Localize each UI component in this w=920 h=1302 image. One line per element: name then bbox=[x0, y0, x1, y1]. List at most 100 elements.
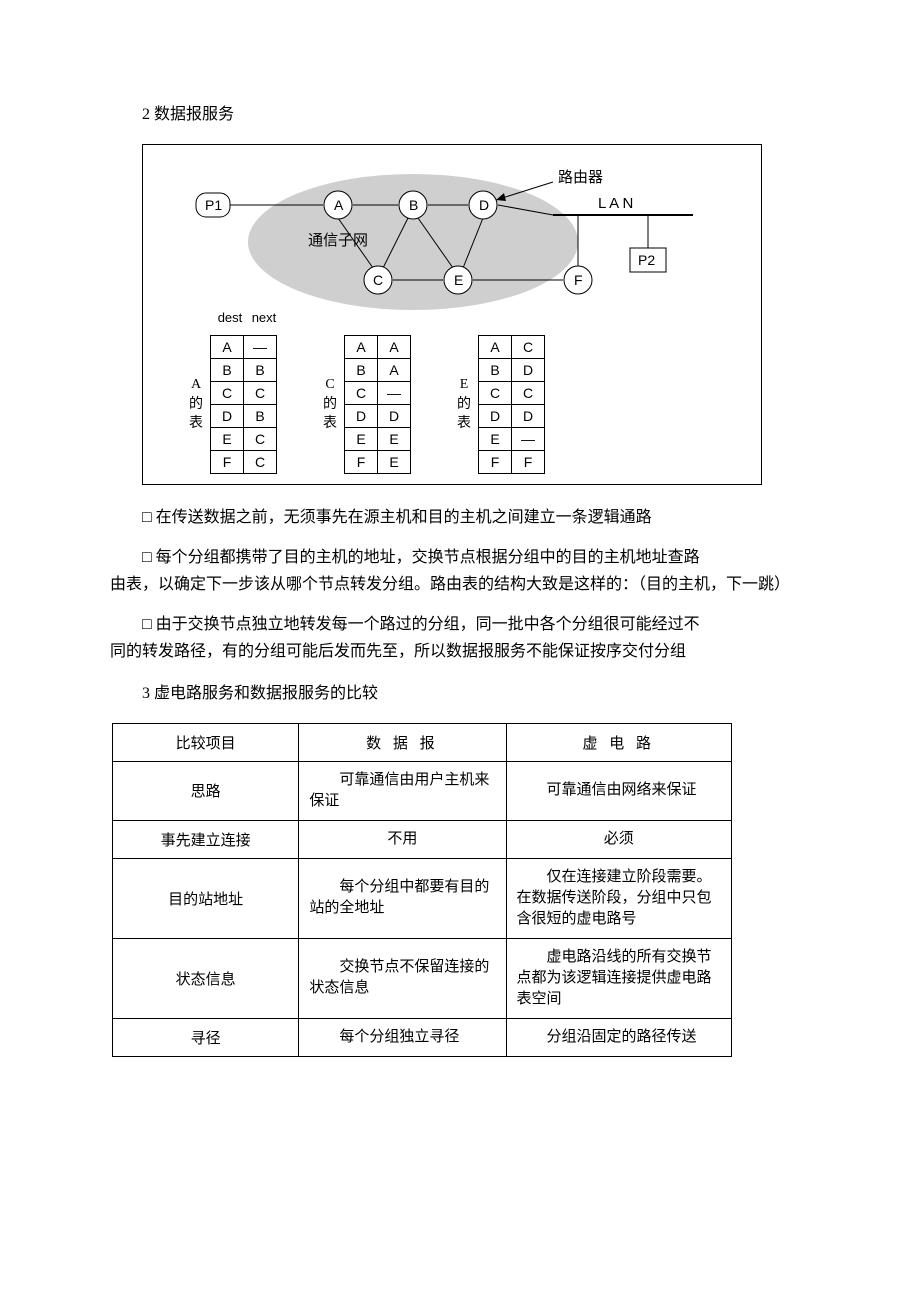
table-cell: F bbox=[512, 451, 545, 474]
section3-heading: 3 虚电路服务和数据报服务的比较 bbox=[110, 679, 810, 703]
table-cell: D bbox=[211, 405, 244, 428]
table-cell: 可靠通信由用户主机来保证 bbox=[299, 761, 506, 820]
table-row: 思路可靠通信由用户主机来保证可靠通信由网络来保证 bbox=[113, 761, 732, 820]
node-p1-label: P1 bbox=[205, 197, 222, 213]
table-cell: 仅在连接建立阶段需要。在数据传送阶段，分组中只包含很短的虚电路号 bbox=[506, 858, 731, 938]
table-row: CC bbox=[479, 382, 545, 405]
section2-heading: 2 数据报服务 bbox=[110, 100, 810, 124]
table-cell: A bbox=[345, 336, 378, 359]
table-cell: B bbox=[211, 359, 244, 382]
table-cell: B bbox=[479, 359, 512, 382]
para-3b: 同的转发路径，有的分组可能后发而先至，所以数据报服务不能保证按序交付分组 bbox=[110, 639, 810, 665]
table-cell: D bbox=[479, 405, 512, 428]
table-row: DB bbox=[211, 405, 277, 428]
table-row: EC bbox=[211, 428, 277, 451]
table-cell: C bbox=[244, 451, 277, 474]
table-row: BB bbox=[211, 359, 277, 382]
comparison-table: 比较项目 数 据 报 虚 电 路 思路可靠通信由用户主机来保证可靠通信由网络来保… bbox=[112, 723, 732, 1057]
node-f-label: F bbox=[574, 272, 583, 288]
para-1: □ 在传送数据之前，无须事先在源主机和目的主机之间建立一条逻辑通路 bbox=[110, 505, 810, 531]
table-cell: D bbox=[345, 405, 378, 428]
rt-header-next: next bbox=[247, 310, 281, 325]
table-cell: A bbox=[378, 336, 411, 359]
table-cell: B bbox=[345, 359, 378, 382]
table-row: BD bbox=[479, 359, 545, 382]
table-row: DD bbox=[345, 405, 411, 428]
para-2b: 由表，以确定下一步该从哪个节点转发分组。路由表的结构大致是这样的：（目的主机，下… bbox=[110, 572, 810, 598]
table-cell: C bbox=[211, 382, 244, 405]
node-b-label: B bbox=[409, 197, 418, 213]
table-row: BA bbox=[345, 359, 411, 382]
lan-label: L A N bbox=[598, 195, 633, 212]
routing-table-block: C的表AABAC—DDEEFE bbox=[322, 335, 411, 474]
routing-table-label: E的表 bbox=[456, 375, 472, 434]
table-cell: C bbox=[244, 428, 277, 451]
table-row: 状态信息交换节点不保留连接的状态信息虚电路沿线的所有交换节点都为该逻辑连接提供虚… bbox=[113, 938, 732, 1018]
table-cell: 虚电路沿线的所有交换节点都为该逻辑连接提供虚电路表空间 bbox=[506, 938, 731, 1018]
routing-table-block: E的表ACBDCCDDE—FF bbox=[456, 335, 545, 474]
node-d-label: D bbox=[479, 197, 489, 213]
routing-table: ACBDCCDDE—FF bbox=[478, 335, 545, 474]
table-cell: 寻径 bbox=[113, 1018, 299, 1056]
table-row: FE bbox=[345, 451, 411, 474]
table-cell: D bbox=[378, 405, 411, 428]
table-row: AC bbox=[479, 336, 545, 359]
table-cell: 交换节点不保留连接的状态信息 bbox=[299, 938, 506, 1018]
table-cell: C bbox=[244, 382, 277, 405]
table-cell: E bbox=[378, 428, 411, 451]
table-cell: 不用 bbox=[299, 820, 506, 858]
table-row: C— bbox=[345, 382, 411, 405]
table-cell: 可靠通信由网络来保证 bbox=[506, 761, 731, 820]
th-col1: 比较项目 bbox=[113, 723, 299, 761]
table-cell: D bbox=[512, 359, 545, 382]
table-cell: 事先建立连接 bbox=[113, 820, 299, 858]
table-cell: 每个分组独立寻径 bbox=[299, 1018, 506, 1056]
subnet-label: 通信子网 bbox=[308, 232, 368, 249]
table-cell: C bbox=[479, 382, 512, 405]
routing-table-label: C的表 bbox=[322, 375, 338, 434]
table-cell: C bbox=[512, 382, 545, 405]
table-row: 目的站地址每个分组中都要有目的站的全地址仅在连接建立阶段需要。在数据传送阶段，分… bbox=[113, 858, 732, 938]
network-diagram-box: 通信子网 路由器 L A N bbox=[142, 144, 762, 485]
node-p2-label: P2 bbox=[638, 252, 655, 268]
document-page: 2 数据报服务 通信子网 路由器 L A N bbox=[0, 0, 920, 1117]
table-cell: F bbox=[479, 451, 512, 474]
table-row: AA bbox=[345, 336, 411, 359]
table-row: FF bbox=[479, 451, 545, 474]
table-cell: A bbox=[479, 336, 512, 359]
th-col2: 数 据 报 bbox=[299, 723, 506, 761]
table-cell: F bbox=[345, 451, 378, 474]
th-col3: 虚 电 路 bbox=[506, 723, 731, 761]
table-cell: E bbox=[479, 428, 512, 451]
table-header-row: 比较项目 数 据 报 虚 电 路 bbox=[113, 723, 732, 761]
table-row: FC bbox=[211, 451, 277, 474]
para-3a: □ 由于交换节点独立地转发每一个路过的分组，同一批中各个分组很可能经过不 bbox=[110, 612, 810, 638]
table-row: DD bbox=[479, 405, 545, 428]
table-cell: 必须 bbox=[506, 820, 731, 858]
table-cell: 每个分组中都要有目的站的全地址 bbox=[299, 858, 506, 938]
table-cell: E bbox=[211, 428, 244, 451]
table-cell: 分组沿固定的路径传送 bbox=[506, 1018, 731, 1056]
rt-header-dest: dest bbox=[213, 310, 247, 325]
table-cell: E bbox=[378, 451, 411, 474]
table-row: 事先建立连接不用必须 bbox=[113, 820, 732, 858]
table-row: E— bbox=[479, 428, 545, 451]
table-cell: B bbox=[244, 359, 277, 382]
routing-table-label: A的表 bbox=[188, 375, 204, 434]
routing-tables-row: dest next A的表A—BBCCDBECFCC的表AABAC—DDEEFE… bbox=[158, 310, 746, 474]
node-a-label: A bbox=[334, 197, 344, 213]
table-cell: A bbox=[378, 359, 411, 382]
network-diagram-svg: 通信子网 路由器 L A N bbox=[158, 160, 738, 310]
routing-table-block: A的表A—BBCCDBECFC bbox=[188, 335, 277, 474]
table-row: A— bbox=[211, 336, 277, 359]
table-cell: F bbox=[211, 451, 244, 474]
table-cell: — bbox=[244, 336, 277, 359]
table-cell: 目的站地址 bbox=[113, 858, 299, 938]
node-c-label: C bbox=[373, 272, 383, 288]
table-cell: D bbox=[512, 405, 545, 428]
table-cell: 状态信息 bbox=[113, 938, 299, 1018]
router-label: 路由器 bbox=[558, 169, 603, 186]
table-row: EE bbox=[345, 428, 411, 451]
table-cell: B bbox=[244, 405, 277, 428]
table-cell: E bbox=[345, 428, 378, 451]
